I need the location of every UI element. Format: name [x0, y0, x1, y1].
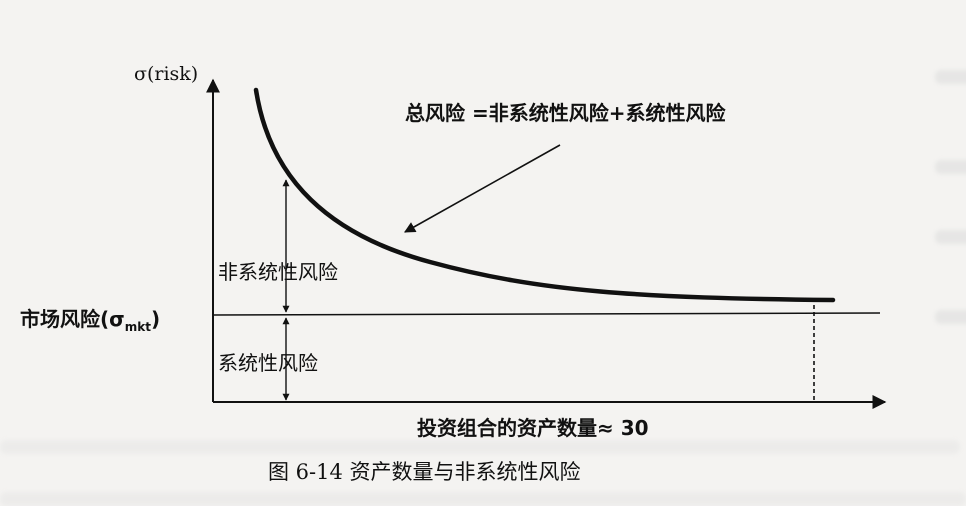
market-risk-close: ) [150, 307, 161, 331]
x-axis-label: 投资组合的资产数量≈ 30 [417, 416, 649, 440]
market-risk-line [212, 312, 881, 316]
market-risk-label: 市场风险(σmkt) [20, 303, 160, 334]
market-risk-text: 市场风险(σ [20, 307, 125, 331]
background-text-line [0, 492, 966, 506]
y-axis-label: σ(risk) [134, 63, 199, 85]
unsystematic-risk-label: 非系统性风险 [218, 260, 338, 284]
background-text-line [935, 230, 966, 244]
background-text-line [935, 70, 966, 84]
total-risk-pointer-arrow [404, 144, 561, 233]
systematic-risk-label: 系统性风险 [218, 351, 318, 375]
figure-caption: 图 6-14 资产数量与非系统性风险 [268, 460, 581, 484]
background-text-line [0, 440, 960, 454]
market-risk-subscript: mkt [124, 320, 151, 334]
total-risk-label: 总风险 =非系统性风险+系统性风险 [405, 101, 726, 125]
total-risk-curve [253, 87, 836, 303]
background-text-line [935, 310, 966, 324]
background-text-line [935, 160, 966, 174]
